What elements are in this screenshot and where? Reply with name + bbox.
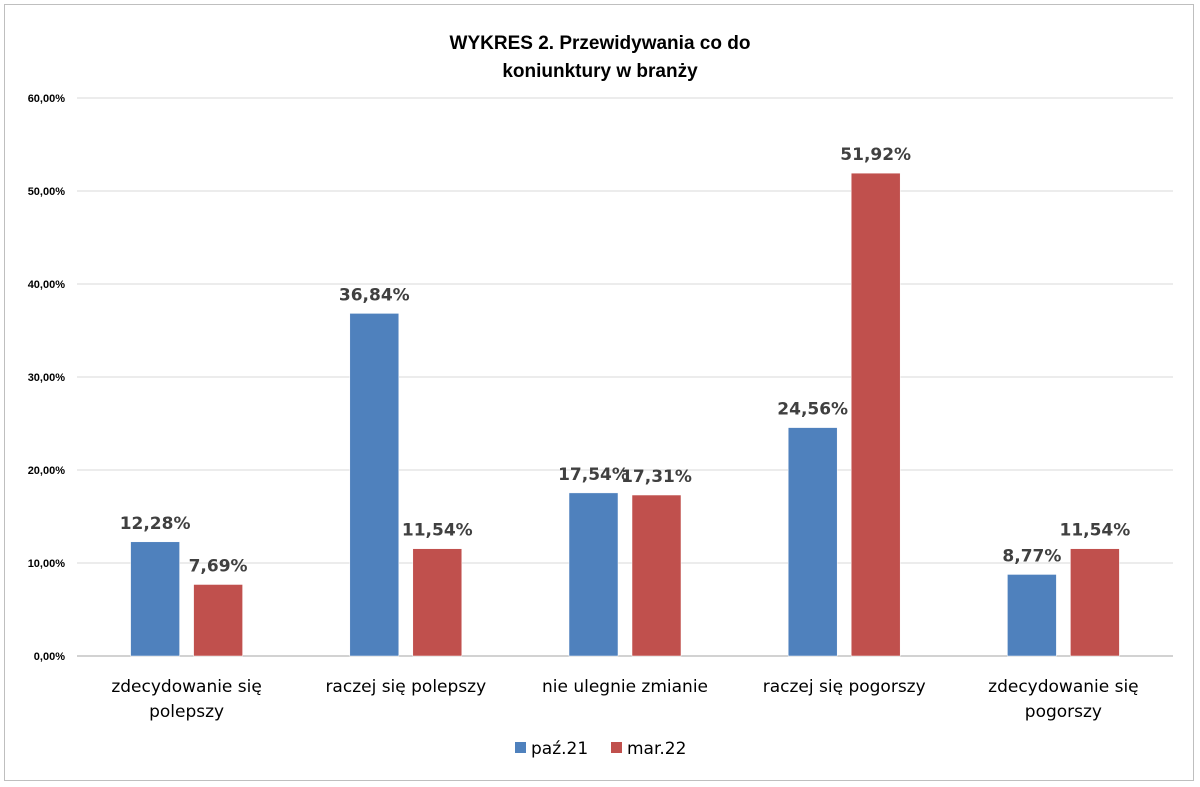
y-tick-label: 50,00% (28, 186, 66, 198)
bar (1070, 548, 1120, 657)
x-category-label: zdecydowanie się (111, 677, 262, 697)
bar (568, 492, 619, 657)
bar (1007, 574, 1057, 657)
x-category-label: raczej się polepszy (325, 677, 486, 697)
y-tick-label: 40,00% (28, 279, 66, 291)
legend-label: paź.21 (531, 739, 588, 759)
y-tick-label: 30,00% (28, 372, 66, 384)
y-tick-label: 0,00% (34, 651, 65, 663)
data-label: 11,54% (1059, 521, 1130, 541)
data-label: 36,84% (339, 285, 410, 305)
bar (130, 541, 180, 657)
x-category-label: polepszy (149, 702, 224, 722)
chart-frame: WYKRES 2. Przewidywania co do koniunktury… (4, 4, 1194, 781)
bar (787, 427, 838, 657)
x-category-label: nie ulegnie zmianie (542, 677, 708, 697)
data-label: 12,28% (120, 514, 191, 534)
chart-title-line: WYKRES 2. Przewidywania co do (450, 33, 751, 54)
data-label: 7,69% (189, 556, 248, 576)
bar (412, 548, 463, 657)
x-category-label: raczej się pogorszy (763, 677, 926, 697)
bar (850, 172, 901, 657)
data-label: 24,56% (777, 400, 848, 420)
bar (631, 494, 682, 657)
data-label: 17,31% (621, 467, 692, 487)
y-tick-label: 20,00% (28, 465, 66, 477)
x-category-label: zdecydowanie się (988, 677, 1139, 697)
y-tick-label: 10,00% (28, 558, 66, 570)
chart-title-line: koniunktury w branży (502, 61, 698, 82)
data-label: 51,92% (840, 145, 911, 165)
bar (193, 584, 243, 657)
y-tick-label: 60,00% (28, 93, 66, 105)
x-category-label: pogorszy (1025, 702, 1102, 722)
legend-swatch (515, 742, 526, 753)
chart: WYKRES 2. Przewidywania co do koniunktury… (28, 33, 1173, 759)
legend-swatch (611, 742, 622, 753)
legend-label: mar.22 (627, 739, 686, 759)
data-label: 17,54% (558, 465, 629, 485)
data-label: 11,54% (402, 521, 473, 541)
bar (349, 313, 400, 657)
data-label: 8,77% (1002, 546, 1061, 566)
